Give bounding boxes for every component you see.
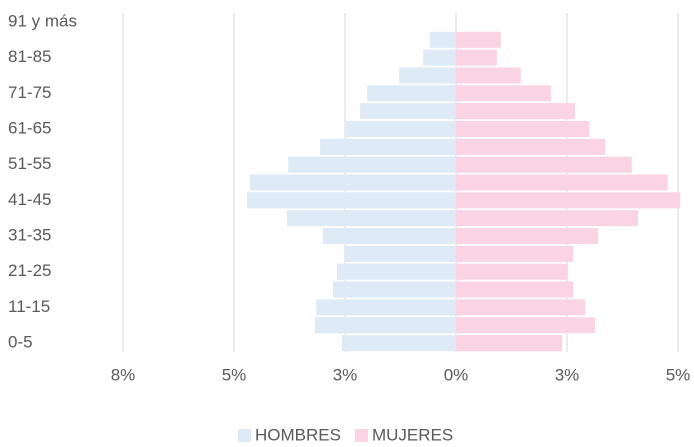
y-tick-label: 41-45	[8, 190, 51, 209]
legend-label: HOMBRES	[255, 425, 341, 444]
y-tick-label: 31-35	[8, 226, 51, 245]
y-tick-label: 11-15	[8, 297, 50, 316]
x-tick-label: 5%	[222, 365, 247, 384]
bar	[322, 227, 456, 245]
bar	[456, 49, 497, 66]
bar	[456, 245, 574, 262]
legend-swatch	[238, 429, 251, 442]
y-tick-label: 91 y más	[8, 11, 77, 30]
bar	[399, 67, 456, 84]
bar	[345, 120, 456, 138]
bar	[456, 120, 590, 138]
legend-swatch	[354, 429, 368, 442]
x-tick-label: 3%	[333, 365, 358, 384]
bar	[249, 174, 456, 191]
bar	[344, 245, 456, 262]
bar	[246, 192, 456, 209]
bar	[456, 210, 639, 227]
bar	[456, 299, 586, 316]
x-tick-label: 3%	[555, 365, 580, 384]
bar	[456, 156, 632, 173]
bar	[456, 263, 568, 280]
bar	[456, 281, 574, 298]
y-tick-label: 71-75	[8, 83, 51, 102]
bar	[337, 263, 456, 280]
bar	[456, 138, 606, 155]
bar	[456, 31, 501, 48]
bar	[367, 85, 456, 102]
bar	[456, 192, 681, 209]
bar	[456, 85, 552, 102]
bar	[456, 227, 599, 245]
x-tick-label: 5%	[666, 365, 691, 384]
y-tick-label: 81-85	[8, 47, 51, 66]
bar	[456, 174, 668, 191]
bar	[456, 103, 575, 120]
y-tick-label: 51-55	[8, 154, 51, 173]
legend-label: MUJERES	[372, 425, 453, 444]
bar	[429, 31, 456, 48]
y-tick-label: 61-65	[8, 118, 51, 137]
bar	[423, 49, 456, 66]
x-tick-label: 8%	[111, 365, 136, 384]
x-tick-label: 0%	[444, 365, 469, 384]
bar	[314, 317, 456, 334]
bar	[333, 281, 456, 298]
y-tick-label: 0-5	[8, 333, 33, 352]
bar	[456, 335, 563, 352]
bar	[341, 335, 456, 352]
bar	[360, 103, 456, 120]
bar	[288, 156, 456, 173]
bar	[456, 67, 521, 84]
bar	[316, 299, 456, 316]
bar	[286, 210, 456, 227]
bar	[456, 317, 595, 334]
bar	[320, 138, 456, 155]
y-tick-label: 21-25	[8, 261, 51, 280]
